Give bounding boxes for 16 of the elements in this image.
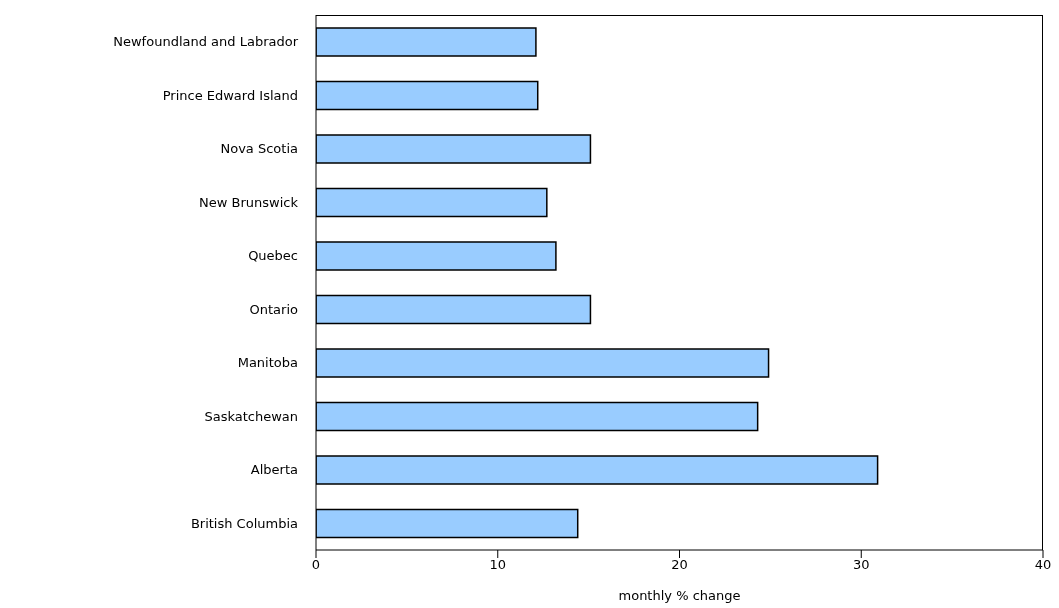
x-tick-label: 0 — [311, 557, 321, 573]
y-tick-label: Newfoundland and Labrador — [113, 34, 299, 50]
x-tick-label: 20 — [671, 557, 688, 573]
y-tick-label: Nova Scotia — [220, 141, 298, 157]
y-tick-label: Alberta — [250, 462, 298, 478]
x-tick-label: 40 — [1034, 557, 1052, 573]
x-axis-title: monthly % change — [618, 588, 741, 603]
y-tick-label: Manitoba — [237, 355, 298, 371]
x-tick-label: 30 — [852, 557, 870, 573]
y-tick-label: New Brunswick — [199, 194, 299, 210]
y-tick-label: Quebec — [248, 248, 298, 264]
y-tick-label: British Columbia — [190, 515, 298, 531]
x-tick-label: 10 — [489, 557, 507, 573]
y-tick-label: Ontario — [249, 301, 299, 317]
y-tick-label: Saskatchewan — [204, 408, 298, 424]
y-tick-label: Prince Edward Island — [162, 87, 298, 103]
